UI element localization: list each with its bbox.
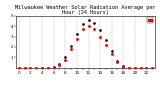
Legend:  [147, 17, 153, 23]
Title: Milwaukee Weather Solar Radiation Average per Hour (24 Hours): Milwaukee Weather Solar Radiation Averag… [15, 5, 156, 15]
